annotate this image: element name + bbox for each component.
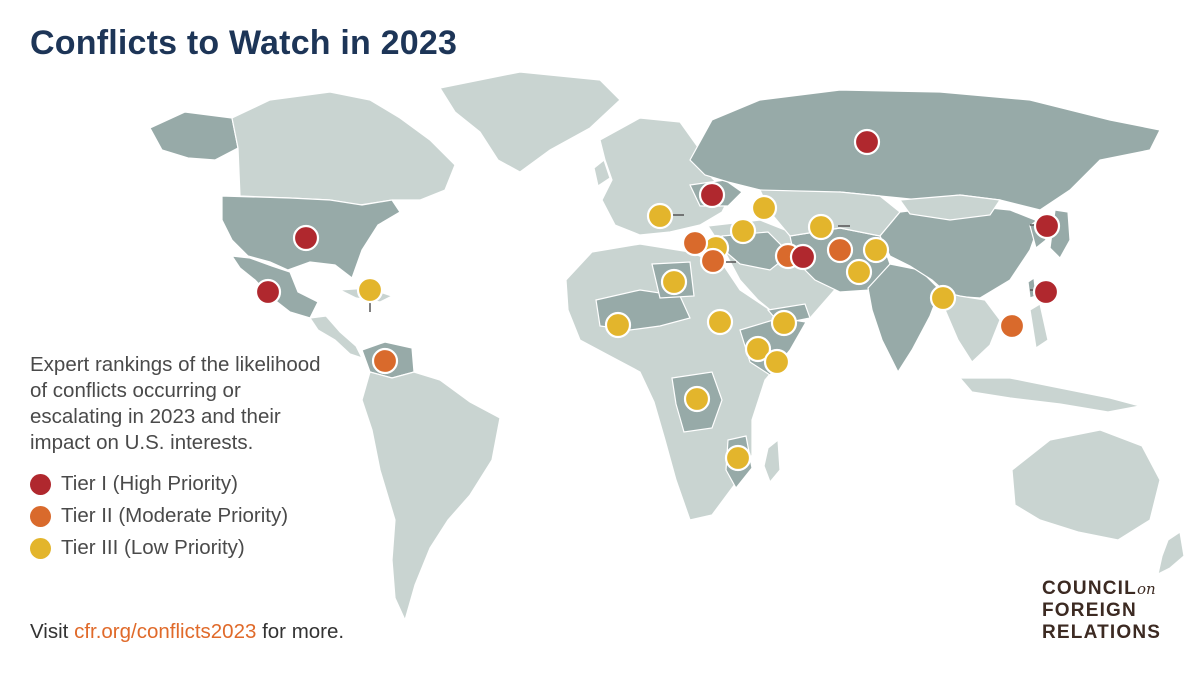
marker-north-korea[interactable] [1033, 212, 1061, 240]
visit-line: Visit cfr.org/conflicts2023 for more. [30, 620, 344, 644]
marker-israel-palestine[interactable] [699, 247, 727, 275]
land-indonesia [958, 377, 1141, 413]
legend-item-tier-1: Tier I (High Priority) [30, 468, 330, 500]
marker-venezuela[interactable] [371, 347, 399, 375]
visit-prefix: Visit [30, 620, 75, 643]
marker-united-states[interactable] [292, 224, 320, 252]
legend-panel: Expert rankings of the likelihood of con… [30, 352, 330, 564]
page-title: Conflicts to Watch in 2023 [30, 24, 458, 62]
land-new-zealand [1157, 530, 1185, 576]
marker-egypt[interactable] [681, 229, 709, 257]
tier-1-dot-icon [30, 473, 51, 495]
land-uk [593, 158, 611, 187]
marker-taiwan[interactable] [1032, 278, 1060, 306]
marker-mexico[interactable] [254, 278, 282, 306]
marker-pakistan[interactable] [845, 258, 873, 286]
marker-mozambique[interactable] [724, 444, 752, 472]
land-south-america [361, 371, 501, 622]
legend-label-tier-2: Tier II (Moderate Priority) [61, 504, 289, 527]
marker-iran[interactable] [826, 236, 854, 264]
land-mongolia [898, 194, 1002, 221]
marker-azerbaijan-armenia[interactable] [807, 213, 835, 241]
marker-kosovo-serbia[interactable] [646, 202, 674, 230]
map-description: Expert rankings of the likelihood of con… [30, 353, 321, 454]
marker-myanmar[interactable] [929, 284, 957, 312]
legend-item-tier-2: Tier II (Moderate Priority) [30, 500, 330, 532]
marker-sahel[interactable] [604, 311, 632, 339]
marker-libya[interactable] [660, 268, 688, 296]
land-india [867, 263, 941, 374]
marker-turkey[interactable] [750, 194, 778, 222]
legend: Tier I (High Priority) Tier II (Moderate… [30, 468, 330, 564]
marker-somalia[interactable] [763, 348, 791, 376]
tier-1-markers [254, 128, 1061, 306]
marker-syria[interactable] [729, 217, 757, 245]
marker-ethiopia[interactable] [744, 335, 772, 363]
logo-line-3: RELATIONS [1042, 622, 1162, 643]
marker-haiti[interactable] [356, 276, 384, 304]
land-greenland [439, 71, 621, 173]
legend-item-tier-3: Tier III (Low Priority) [30, 532, 330, 564]
land-philippines [1029, 303, 1049, 350]
marker-iran-tier1[interactable] [789, 243, 817, 271]
marker-russia[interactable] [853, 128, 881, 156]
legend-label-tier-3: Tier III (Low Priority) [61, 536, 245, 559]
visit-suffix: for more. [256, 620, 345, 643]
land-alaska [149, 111, 239, 161]
marker-drc[interactable] [683, 385, 711, 413]
tier-2-dot-icon [30, 505, 51, 527]
logo-line-1: COUNCIL [1042, 578, 1137, 599]
land-madagascar [763, 438, 781, 484]
marker-ukraine[interactable] [698, 181, 726, 209]
legend-label-tier-1: Tier I (High Priority) [61, 472, 238, 495]
land-central-america [308, 315, 364, 360]
tier-3-dot-icon [30, 537, 51, 559]
land-canada [231, 91, 456, 206]
marker-afghanistan[interactable] [862, 236, 890, 264]
visit-link[interactable]: cfr.org/conflicts2023 [74, 620, 257, 643]
cfr-logo: COUNCILon FOREIGN RELATIONS [1042, 578, 1161, 644]
marker-sudan[interactable] [706, 308, 734, 336]
land-australia [1011, 429, 1161, 541]
marker-south-china-sea[interactable] [998, 312, 1026, 340]
logo-on: on [1136, 580, 1156, 598]
logo-line-2: FOREIGN [1042, 600, 1137, 621]
marker-yemen[interactable] [770, 309, 798, 337]
